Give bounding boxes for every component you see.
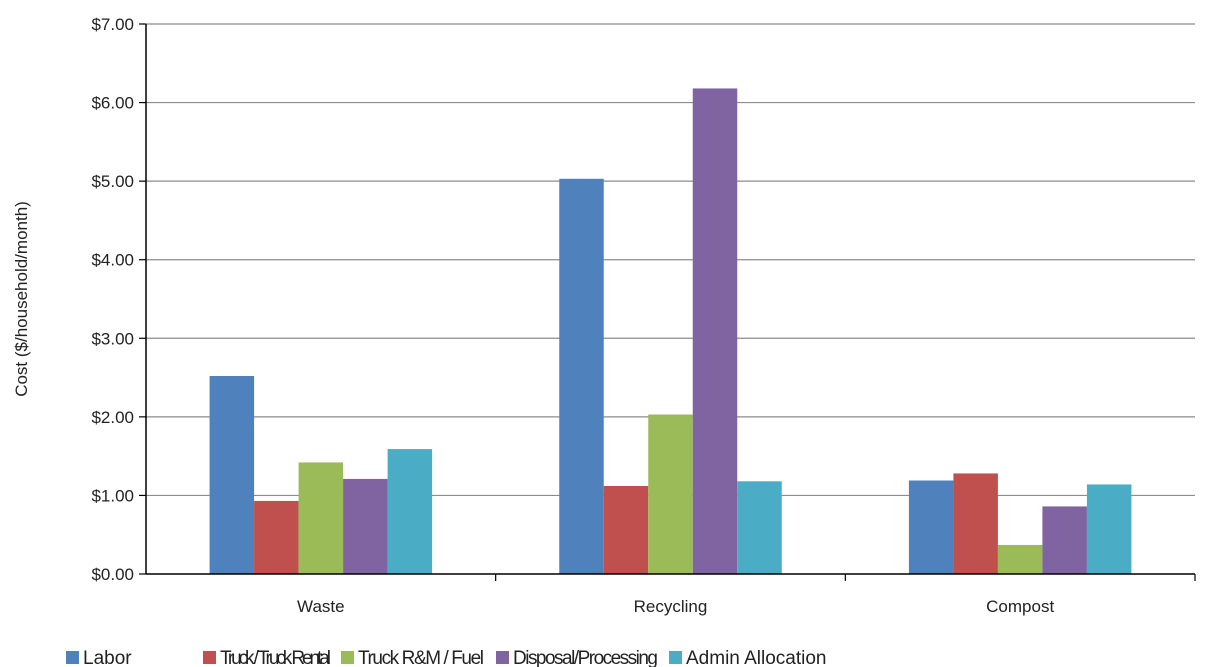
y-tick-label: $7.00 — [91, 15, 134, 34]
bar-compost-4 — [1042, 506, 1087, 574]
legend-label: Truck R&M / Fuel — [358, 648, 484, 667]
legend-swatch — [203, 651, 216, 664]
category-label: Recycling — [634, 597, 708, 616]
bar-waste-5 — [387, 449, 433, 574]
y-tick-label: $5.00 — [91, 172, 134, 191]
y-tick-label: $2.00 — [91, 408, 134, 427]
bar-recycling-1 — [559, 178, 604, 575]
legend-label: Disposal/Processing — [513, 648, 658, 667]
legend-swatch — [669, 651, 682, 664]
bar-compost-5 — [1086, 484, 1132, 574]
bar-recycling-2 — [603, 486, 649, 574]
bar-recycling-5 — [737, 481, 782, 574]
bar-recycling-3 — [648, 414, 693, 574]
bar-waste-3 — [298, 462, 344, 574]
y-axis-label: Cost ($/household/month) — [12, 201, 31, 397]
y-tick-label: $0.00 — [91, 565, 134, 584]
x-axis-category-labels: Waste Recycling Compost — [297, 574, 1196, 616]
legend-item: Truck / Truck Rental — [203, 648, 331, 667]
legend-item: Admin Allocation — [669, 648, 826, 667]
category-label: Compost — [986, 597, 1054, 616]
legend-label: Truck / Truck Rental — [220, 648, 331, 667]
legend-item: Disposal/Processing — [496, 648, 658, 667]
legend-swatch — [496, 651, 509, 664]
y-tick-label: $4.00 — [91, 251, 134, 270]
bar-waste-2 — [254, 500, 299, 574]
bar-waste-1 — [209, 376, 255, 574]
y-tick-label: $6.00 — [91, 94, 134, 113]
bar-compost-3 — [997, 544, 1043, 574]
legend-item: Truck R&M / Fuel — [341, 648, 484, 667]
bars — [209, 88, 1132, 575]
category-label: Waste — [297, 597, 345, 616]
bar-waste-4 — [343, 478, 388, 574]
bar-compost-1 — [908, 480, 954, 574]
legend-label: Admin Allocation — [686, 648, 826, 667]
legend-item: Labor — [66, 648, 132, 667]
bar-compost-2 — [953, 473, 998, 574]
y-axis-tick-labels: $0.00 $1.00 $2.00 $3.00 $4.00 $5.00 $6.00 $7.00 — [91, 15, 134, 584]
bar-recycling-4 — [692, 88, 738, 574]
y-tick-label: $1.00 — [91, 486, 134, 505]
legend-swatch — [66, 651, 79, 664]
legend-swatch — [341, 651, 354, 664]
legend-label: Labor — [83, 648, 132, 667]
y-tick-label: $3.00 — [91, 329, 134, 348]
legend: Labor Truck / Truck Rental Truck R&M / Fue… — [66, 648, 826, 667]
